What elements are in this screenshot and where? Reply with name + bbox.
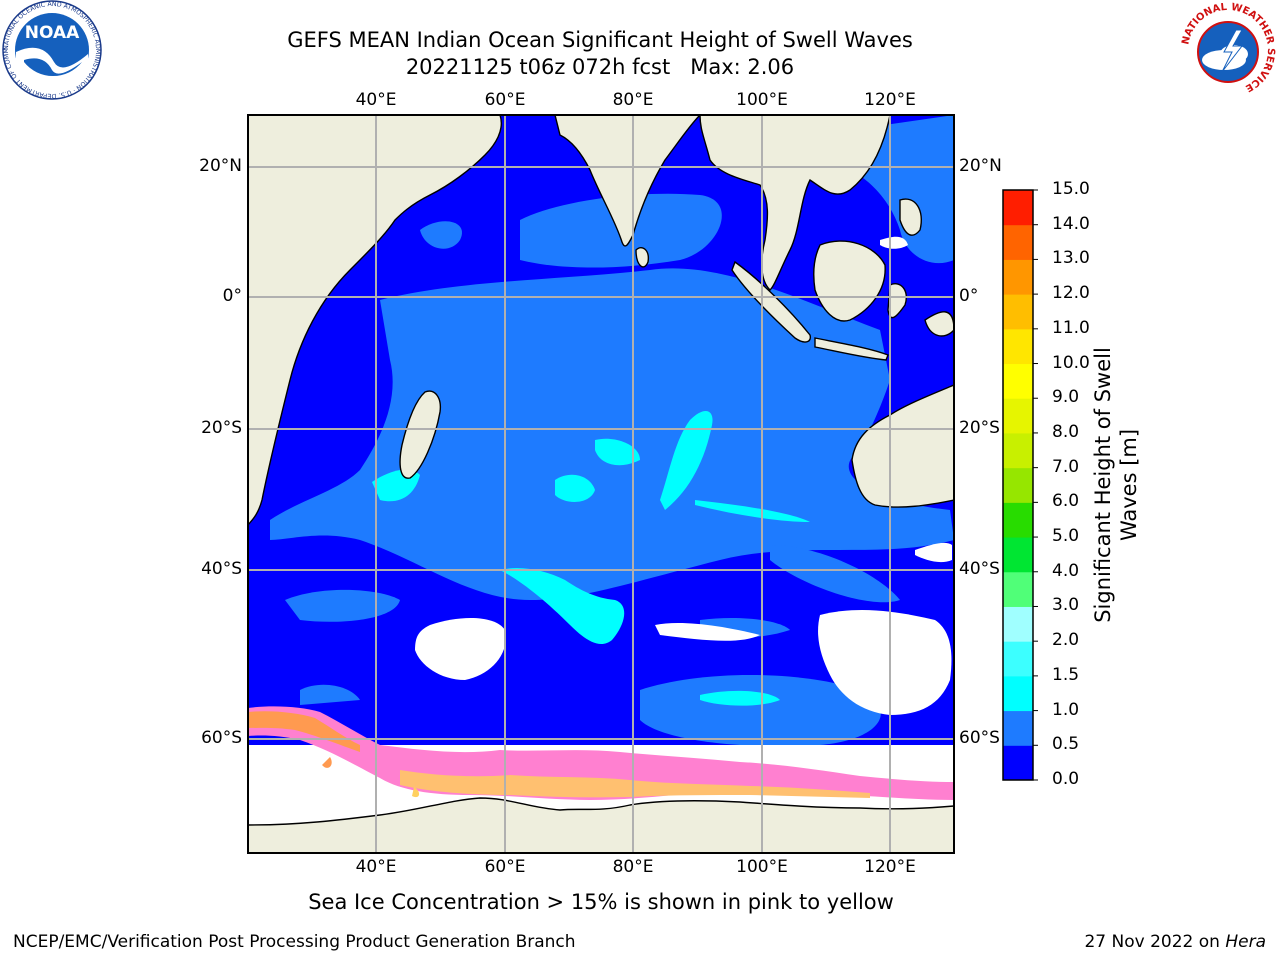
colorbar-swatch (1003, 224, 1033, 260)
colorbar-tick-label: 10.0 (1052, 352, 1090, 373)
lat-label-left: 20°S (201, 418, 242, 438)
colorbar-swatch (1003, 467, 1033, 503)
colorbar-swatch (1003, 641, 1033, 677)
sea-ice-note: Sea Ice Concentration > 15% is shown in … (308, 890, 894, 914)
footer-date-text: 27 Nov 2022 on (1084, 932, 1226, 952)
colorbar-swatch (1003, 675, 1033, 712)
colorbar-tick-label: 6.0 (1052, 491, 1080, 512)
lat-label-right: 40°S (959, 559, 1000, 579)
svg-text:NOAA: NOAA (25, 23, 80, 43)
nws-logo: NATIONAL WEATHER SERVICE (1180, 2, 1276, 98)
lat-label-right: 20°S (959, 418, 1000, 438)
colorbar-tick-label: 0.5 (1052, 734, 1080, 755)
lon-label-top: 40°E (355, 90, 397, 110)
lon-label-bottom: 40°E (355, 857, 397, 877)
colorbar-tick-label: 2.0 (1052, 630, 1080, 651)
lat-label-left: 0° (222, 286, 242, 306)
colorbar-label: Significant Height of Swell Waves [m] (1090, 347, 1142, 623)
lat-label-right: 0° (959, 286, 979, 306)
colorbar-swatch (1003, 363, 1033, 399)
lon-label-bottom: 80°E (612, 857, 654, 877)
lon-label-top: 120°E (864, 90, 916, 110)
colorbar-tick-label: 9.0 (1052, 387, 1080, 408)
map-frame (247, 114, 955, 854)
colorbar-tick-label: 14.0 (1052, 213, 1090, 234)
colorbar-tick-label: 15.0 (1052, 179, 1090, 199)
swell-1.0-1.5-regions (372, 410, 810, 706)
colorbar-frame (1002, 189, 1034, 781)
lat-label-left: 60°S (201, 728, 242, 748)
colorbar-tick-label: 5.0 (1052, 526, 1080, 547)
lon-label-bottom: 120°E (864, 857, 916, 877)
colorbar-swatch (1003, 537, 1033, 573)
landmasses (248, 115, 954, 853)
colorbar-tick-label: 1.0 (1052, 699, 1080, 720)
lon-label-top: 80°E (612, 90, 654, 110)
noaa-logo: NATIONAL OCEANIC AND ATMOSPHERIC ADMINIS… (2, 0, 102, 100)
lon-label-top: 100°E (736, 90, 788, 110)
colorbar-label-line1: Significant Height of Swell (1091, 347, 1115, 623)
chart-title: GEFS MEAN Indian Ocean Significant Heigh… (287, 28, 913, 52)
colorbar-tick-label: 0.0 (1052, 769, 1080, 789)
colorbar-swatch (1003, 398, 1033, 434)
footer-machine: Hera (1225, 932, 1266, 952)
colorbar-tick-label: 12.0 (1052, 283, 1090, 304)
footer-date: 27 Nov 2022 on Hera (1084, 932, 1266, 952)
colorbar-swatch (1003, 259, 1033, 295)
colorbar-swatch (1003, 571, 1033, 607)
colorbar-tick-label: 3.0 (1052, 595, 1080, 616)
map-gridlines (248, 115, 954, 853)
colorbar-swatch (1003, 502, 1033, 538)
colorbar-swatch (1003, 328, 1033, 365)
colorbar-swatch (1003, 745, 1033, 781)
lat-label-right: 60°S (959, 728, 1000, 748)
lat-label-left: 40°S (201, 559, 242, 579)
colorbar-tick-label: 13.0 (1052, 248, 1090, 269)
lon-label-bottom: 60°E (484, 857, 526, 877)
colorbar (1002, 189, 1038, 781)
colorbar-swatch (1003, 190, 1033, 226)
colorbar-tick-label: 11.0 (1052, 317, 1090, 338)
colorbar-swatch (1003, 710, 1033, 746)
colorbar-swatch (1003, 432, 1033, 469)
colorbar-label-line2: Waves [m] (1117, 428, 1141, 542)
colorbar-swatch (1003, 606, 1033, 642)
footer-credit: NCEP/EMC/Verification Post Processing Pr… (13, 932, 576, 952)
chart-subtitle-forecast: 20221125 t06z 072h fcst Max: 2.06 (405, 55, 795, 79)
lat-label-right: 20°N (959, 156, 1002, 176)
colorbar-tick-label: 4.0 (1052, 560, 1080, 581)
colorbar-tick-label: 7.0 (1052, 456, 1080, 477)
sea-ice-concentration-band (248, 706, 954, 800)
colorbar-swatch (1003, 294, 1033, 330)
lon-label-top: 60°E (484, 90, 526, 110)
lat-label-left: 20°N (199, 156, 242, 176)
map-plot-area (248, 115, 954, 853)
colorbar-tick-label: 8.0 (1052, 421, 1080, 442)
colorbar-tick-label: 1.5 (1052, 664, 1080, 685)
lon-label-bottom: 100°E (736, 857, 788, 877)
